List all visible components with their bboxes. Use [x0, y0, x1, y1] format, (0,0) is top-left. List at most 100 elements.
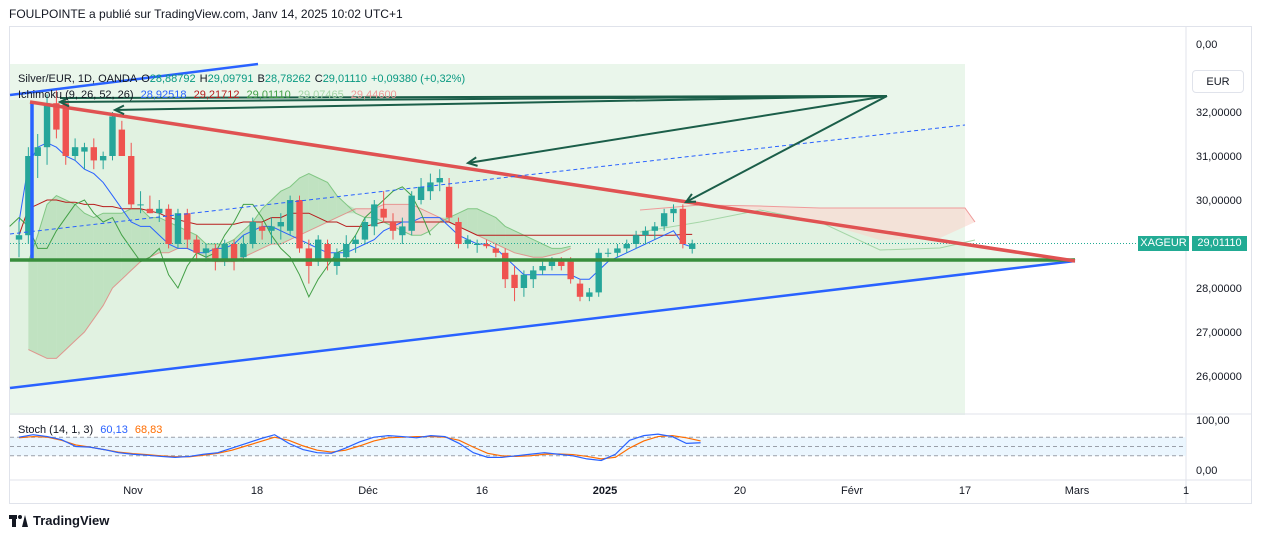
arrow-line [685, 95, 888, 203]
candle [305, 248, 313, 266]
cloud-segment [112, 213, 122, 288]
candle [90, 147, 97, 161]
x-tick-label: 17 [959, 485, 971, 497]
open-label: O [141, 73, 150, 85]
candle [240, 244, 247, 258]
cloud-segment [47, 195, 57, 359]
candle [417, 186, 425, 200]
candle [399, 226, 406, 236]
candles [15, 90, 696, 302]
cloud-segment [551, 248, 562, 255]
symbol-price-tag: XAGEUR [1138, 236, 1189, 251]
footer-brand[interactable]: TradingView [9, 513, 109, 528]
candle [25, 156, 32, 236]
candle [53, 103, 60, 130]
candle [81, 147, 88, 152]
candle [277, 222, 284, 227]
y-tick-label: 30,00000 [1196, 195, 1242, 207]
candle [43, 103, 51, 148]
candle [586, 292, 593, 297]
cloud-segment [131, 208, 141, 271]
candle [670, 208, 677, 214]
arrow-head [683, 193, 697, 204]
cloud-segment [505, 226, 515, 253]
change-value: +0,09380 (+0,32%) [370, 73, 466, 85]
cloud-segment [308, 173, 319, 231]
ichimoku-name: Ichimoku (9, 26, 52, 26) [18, 89, 134, 101]
cloud-segment [523, 235, 534, 258]
x-tick-label: Déc [358, 485, 378, 497]
arrow-line [114, 95, 888, 111]
candle [174, 213, 182, 244]
y-tick-label: 31,00000 [1196, 151, 1242, 163]
candle [539, 266, 546, 271]
y-tick-label: 32,00000 [1196, 107, 1242, 119]
high-label: H [199, 73, 208, 85]
chart-frame [9, 26, 1252, 504]
candle [436, 178, 443, 183]
stochastic-panel: 100,00 0,00 [10, 415, 1230, 477]
candle [464, 239, 471, 244]
stoch-tick-0: 0,00 [1196, 465, 1217, 477]
cloud-segment [318, 178, 328, 227]
x-tick-label: Févr [841, 485, 863, 497]
x-tick-label: 20 [734, 485, 746, 497]
y-tick-top: 0,00 [1196, 39, 1217, 51]
ichimoku-value-5: 29,44600 [350, 89, 397, 101]
cloud-segment [355, 208, 365, 218]
candle [389, 222, 397, 231]
cloud-segment [495, 217, 506, 249]
symbol-legend: Silver/EUR, 1D, OANDA O28,88792 H29,09791 B… [18, 73, 469, 85]
candle [156, 208, 163, 214]
arrow-head [112, 104, 125, 116]
senkou-a-line [27, 173, 571, 262]
candle [71, 147, 79, 156]
candle [99, 156, 107, 161]
candle [567, 261, 574, 280]
stoch-name: Stoch (14, 1, 3) [18, 424, 94, 436]
candle [408, 195, 415, 231]
candle [268, 226, 275, 231]
cloud-segment [75, 204, 85, 341]
candle [548, 261, 556, 266]
symbol-name: Silver/EUR, 1D, OANDA [18, 73, 138, 85]
candle [34, 147, 41, 156]
stoch-legend: Stoch (14, 1, 3) 60,13 68,83 [18, 424, 166, 436]
candle [343, 244, 350, 258]
cloud-segment [336, 195, 347, 218]
ichimoku-value-2: 29,21712 [193, 89, 240, 101]
candle [502, 252, 509, 280]
open-value: 28,88792 [149, 73, 196, 85]
wedge-bottom-line [9, 259, 1076, 390]
candle [679, 208, 687, 244]
ichimoku-value-1: 28,92518 [140, 89, 187, 101]
candle [146, 208, 154, 214]
currency-button[interactable]: EUR [1192, 70, 1244, 93]
candle [576, 283, 584, 297]
candle [184, 213, 191, 240]
candle [660, 213, 668, 227]
candle [614, 248, 621, 253]
y-tick-label: 28,00000 [1196, 283, 1242, 295]
candle [352, 239, 359, 244]
cloud-segment [140, 208, 150, 262]
candle [604, 252, 612, 254]
candle [109, 116, 116, 156]
y-tick-label: 26,00000 [1196, 371, 1242, 383]
candle [137, 204, 144, 206]
stoch-d-value: 68,83 [134, 424, 163, 436]
candle [642, 230, 649, 236]
candle [371, 204, 378, 227]
candle [249, 222, 256, 244]
x-tick-label: 16 [476, 485, 488, 497]
candle [230, 244, 238, 262]
candle [165, 208, 172, 244]
x-tick-label: Nov [123, 485, 143, 497]
cloud-segment [56, 195, 66, 359]
drawings [9, 62, 1076, 390]
candle [128, 156, 135, 205]
tradingview-logo-icon [9, 514, 29, 527]
arrow-top-line [59, 95, 888, 99]
x-tick-label: Mars [1065, 485, 1090, 497]
